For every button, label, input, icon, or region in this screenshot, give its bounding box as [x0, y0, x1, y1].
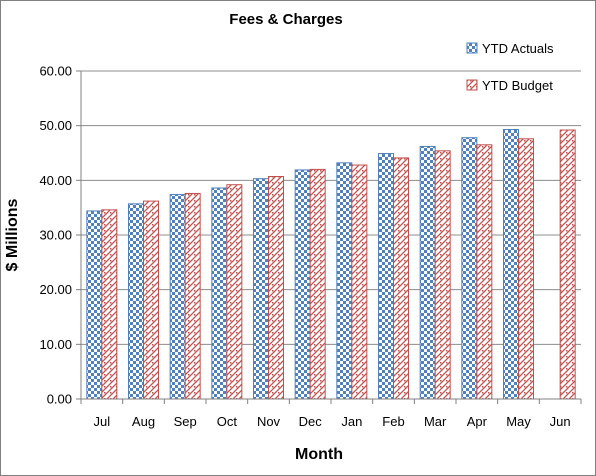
legend-swatch-ytd-actuals	[466, 42, 478, 54]
bar-ytd-actuals-jan	[336, 162, 353, 400]
y-tick-label: 30.00	[39, 228, 72, 243]
bar-ytd-actuals-oct	[211, 187, 228, 400]
x-tick-label: May	[506, 414, 531, 429]
x-axis-ticks: Jul Aug Sep Oct Nov Dec Jan Feb Mar Apr May Jun	[80, 399, 582, 429]
bar-ytd-actuals-nov	[253, 178, 269, 400]
bar-ytd-actuals-dec	[294, 169, 311, 400]
bar-ytd-budget-feb	[393, 157, 409, 400]
bar-ytd-budget-nov	[268, 176, 284, 400]
y-tick-label: 20.00	[39, 282, 72, 297]
bar-ytd-actuals-may	[503, 128, 519, 400]
x-tick-label: Dec	[299, 414, 323, 429]
bars	[86, 128, 576, 400]
x-tick-label: Oct	[217, 414, 238, 429]
bar-ytd-budget-oct	[226, 184, 243, 400]
y-tick-label: 10.00	[39, 337, 72, 352]
bar-ytd-budget-jul	[101, 209, 118, 400]
bar-ytd-actuals-jul	[86, 210, 103, 400]
bar-ytd-budget-sep	[184, 192, 201, 400]
bar-ytd-budget-jan	[351, 164, 368, 400]
bar-ytd-budget-apr	[476, 144, 493, 400]
bar-ytd-budget-aug	[143, 200, 159, 400]
y-axis-title: $ Millions	[4, 198, 21, 271]
bar-ytd-actuals-apr	[461, 137, 478, 400]
x-tick-label: Apr	[467, 414, 488, 429]
bar-ytd-actuals-aug	[128, 203, 144, 400]
x-tick-label: Jan	[341, 414, 362, 429]
y-tick-label: 50.00	[39, 118, 72, 133]
y-axis-ticks: 0.00 10.00 20.00 30.00 40.00 50.00 60.00	[39, 64, 81, 407]
gridlines	[81, 70, 581, 345]
x-tick-label: Sep	[174, 414, 197, 429]
y-tick-label: 40.00	[39, 173, 72, 188]
legend-label-ytd-budget: YTD Budget	[482, 78, 553, 93]
x-axis-title: Month	[295, 446, 343, 463]
bar-ytd-actuals-feb	[378, 153, 394, 400]
y-tick-label: 60.00	[39, 64, 72, 79]
chart-title: Fees & Charges	[229, 11, 342, 28]
legend-swatch-ytd-budget	[466, 79, 478, 91]
x-tick-label: Nov	[257, 414, 281, 429]
bar-ytd-budget-jun	[559, 129, 576, 400]
x-tick-label: Jul	[94, 414, 111, 429]
legend-label-ytd-actuals: YTD Actuals	[482, 41, 554, 56]
x-tick-label: Jun	[550, 414, 571, 429]
bar-ytd-budget-may	[518, 138, 534, 400]
x-tick-label: Aug	[132, 414, 155, 429]
legend: YTD Actuals YTD Budget	[466, 41, 554, 93]
bar-ytd-actuals-sep	[169, 194, 186, 400]
x-tick-label: Feb	[382, 414, 404, 429]
bar-ytd-actuals-mar	[419, 145, 436, 400]
x-tick-label: Mar	[424, 414, 447, 429]
bar-ytd-budget-mar	[434, 150, 451, 400]
y-tick-label: 0.00	[47, 392, 72, 407]
bar-ytd-budget-dec	[309, 168, 326, 400]
